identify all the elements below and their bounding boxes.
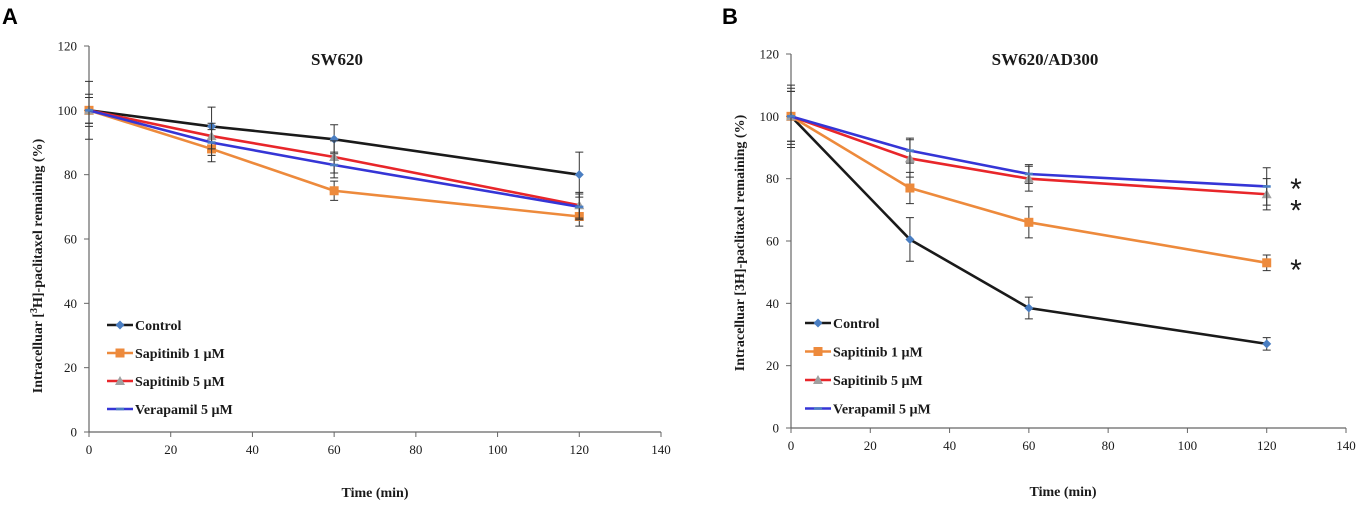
panel-b-legend-marker-sap1 xyxy=(813,347,823,356)
panel-a-legend-label-sap5: Sapitinib 5 µM xyxy=(135,375,225,390)
panel-a-x-tick-label: 120 xyxy=(570,442,590,457)
panel-b-x-tick-label: 100 xyxy=(1178,438,1198,453)
panel-a-y-tick-label: 120 xyxy=(58,39,78,54)
panel-a-legend-item-sap5: Sapitinib 5 µM xyxy=(107,375,225,390)
panel-b-point-sap1 xyxy=(905,183,915,193)
panel-b-point-control xyxy=(905,234,915,244)
panel-b-significance-star-sap1: * xyxy=(1290,254,1302,287)
panel-a-letter: A xyxy=(2,4,18,29)
panel-a-x-tick-label: 0 xyxy=(86,442,93,457)
panel-b-chart: B SW620/AD300 Time (min) Intracelluar [3… xyxy=(722,4,1356,500)
panel-b-legend-item-control: Control xyxy=(805,317,880,332)
panel-b-y-tick-label: 60 xyxy=(766,234,779,249)
panel-b-legend-label-vera: Verapamil 5 µM xyxy=(833,403,931,418)
panel-a-plot-area: 0 20 40 60 80 100 120 0 20 40 60 80 100 120 140 Control… xyxy=(58,39,671,458)
panel-a-y-tick-label: 80 xyxy=(64,167,77,182)
panel-a-legend-marker-control xyxy=(115,320,125,330)
panel-a-chart: A SW620 Time (min) Intracelluar [3H]-pac… xyxy=(2,4,671,501)
panel-a-legend-label-control: Control xyxy=(135,319,182,334)
panel-a-x-tick-label: 20 xyxy=(164,442,177,457)
panel-a-x-tick-label: 40 xyxy=(246,442,259,457)
panel-b-point-sap1 xyxy=(1262,258,1272,268)
panel-a-title: SW620 xyxy=(311,50,363,69)
panel-a-y-tick-label: 0 xyxy=(71,425,78,440)
panel-b-letter: B xyxy=(722,4,738,29)
panel-a-legend-item-control: Control xyxy=(107,319,182,334)
panel-a-line-control xyxy=(88,109,580,176)
panel-a-point-control xyxy=(574,170,584,180)
panel-b-x-tick-label: 0 xyxy=(788,438,795,453)
panel-a-legend-label-vera: Verapamil 5 µM xyxy=(135,403,233,418)
panel-a-y-tick-label: 60 xyxy=(64,232,77,247)
panel-b-x-axis-label: Time (min) xyxy=(1029,485,1096,500)
panel-a-x-tick-label: 100 xyxy=(488,442,508,457)
panel-b-point-control xyxy=(1024,303,1034,313)
panel-b-x-tick-label: 60 xyxy=(1022,438,1035,453)
panel-b-series-sap1 xyxy=(786,90,1272,272)
panel-b-point-sap1 xyxy=(1024,217,1034,227)
panel-b-x-tick-label: 20 xyxy=(864,438,877,453)
panel-a-point-sap1 xyxy=(329,186,339,196)
panel-b-y-tick-label: 20 xyxy=(766,358,779,373)
panel-b-y-tick-label: 120 xyxy=(760,47,780,62)
panel-a-y-tick-label: 20 xyxy=(64,360,77,375)
panel-b-legend-marker-sap5 xyxy=(813,375,823,384)
panel-a-y-axis-label: Intracelluar [3H]-paclitaxel remaining (… xyxy=(29,138,46,393)
panel-b-line-vera xyxy=(790,115,1267,188)
panel-a-y-tick-label: 100 xyxy=(58,103,78,118)
panel-b-y-tick-label: 100 xyxy=(760,109,780,124)
panel-a-series-control xyxy=(84,80,584,198)
panel-a-line-sap1 xyxy=(88,109,580,218)
panel-b-legend-marker-control xyxy=(813,318,823,328)
panel-a-y-label-rest: H]-paclitaxel remaining (%) xyxy=(31,138,46,308)
panel-b-significance-star-sap5: * xyxy=(1290,195,1302,228)
panel-b-y-axis-label: Intracelluar [3H]-paclitaxel remaining (… xyxy=(733,114,748,371)
panel-a-x-axis-label: Time (min) xyxy=(341,486,408,501)
panel-a-series-vera xyxy=(85,96,584,221)
panel-b-point-control xyxy=(1262,339,1272,349)
panel-b-legend-item-sap1: Sapitinib 1 µM xyxy=(805,346,923,361)
panel-b-line-control xyxy=(790,115,1267,346)
panel-b-series-sap5 xyxy=(786,87,1272,211)
panel-b-y-tick-label: 40 xyxy=(766,296,779,311)
panel-b-series-vera xyxy=(787,90,1271,206)
panel-b-x-tick-label: 80 xyxy=(1102,438,1115,453)
panel-a-legend-item-vera: Verapamil 5 µM xyxy=(107,403,233,418)
panel-b-x-tick-label: 140 xyxy=(1336,438,1356,453)
panel-b-legend-label-control: Control xyxy=(833,317,880,332)
panel-b-x-tick-label: 120 xyxy=(1257,438,1277,453)
panel-b-legend-item-sap5: Sapitinib 5 µM xyxy=(805,374,923,389)
panel-b-legend-item-vera: Verapamil 5 µM xyxy=(805,403,931,418)
panel-a-legend-label-sap1: Sapitinib 1 µM xyxy=(135,347,225,362)
panel-b-y-tick-label: 0 xyxy=(773,421,780,436)
panel-b-legend-label-sap1: Sapitinib 1 µM xyxy=(833,346,923,361)
panel-b-line-sap5 xyxy=(790,115,1267,196)
panel-a-x-tick-label: 60 xyxy=(328,442,341,457)
panel-a-legend-marker-sap5 xyxy=(115,376,125,385)
panel-b-y-tick-label: 80 xyxy=(766,171,779,186)
panel-b-significance-star-vera: * xyxy=(1290,173,1302,206)
panel-b-plot-area: 0 20 40 60 80 100 120 0 20 40 60 80 100 120 140 Control… xyxy=(760,47,1356,454)
panel-a-x-tick-label: 140 xyxy=(651,442,671,457)
panel-b-legend-label-sap5: Sapitinib 5 µM xyxy=(833,374,923,389)
panel-a-y-tick-label: 40 xyxy=(64,296,77,311)
panel-a-point-control xyxy=(329,134,339,144)
panel-a-line-vera xyxy=(88,109,580,209)
panel-a-y-label-superscript: 3 xyxy=(29,308,40,313)
panel-b-title: SW620/AD300 xyxy=(992,50,1099,69)
panel-b-line-sap1 xyxy=(790,115,1267,265)
panel-a-legend-item-sap1: Sapitinib 1 µM xyxy=(107,347,225,362)
panel-a-legend-marker-sap1 xyxy=(115,348,125,358)
panel-a-x-tick-label: 80 xyxy=(409,442,422,457)
panel-b-x-tick-label: 40 xyxy=(943,438,956,453)
panel-a-line-sap5 xyxy=(88,109,580,207)
